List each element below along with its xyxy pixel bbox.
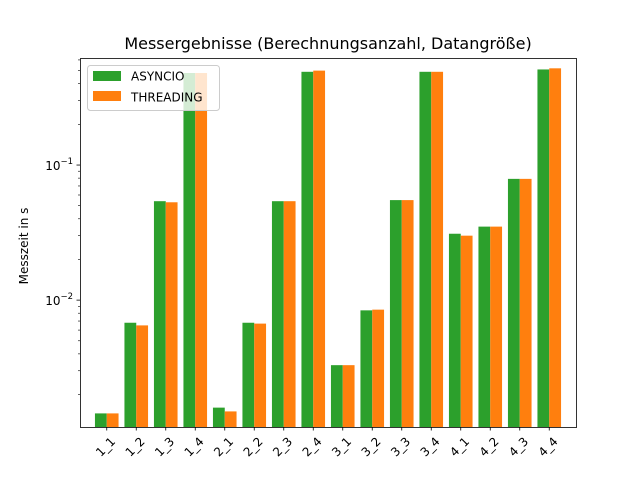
bar-asyncio-1_3	[153, 201, 166, 427]
y-tick-label: 10−2	[45, 292, 73, 308]
bar-asyncio-1_1	[94, 413, 107, 427]
bar-threading-4_1	[460, 235, 473, 427]
bar-threading-1_3	[165, 202, 178, 427]
bar-threading-3_3	[401, 200, 414, 427]
legend-swatch-asyncio	[93, 71, 121, 81]
bar-asyncio-4_4	[537, 69, 550, 428]
legend-label-asyncio: ASYNCIO	[131, 70, 185, 84]
bar-threading-2_2	[254, 323, 267, 427]
bar-threading-1_4	[195, 73, 208, 427]
bar-threading-4_4	[549, 68, 562, 427]
bar-asyncio-3_2	[360, 310, 373, 427]
legend-label-threading: THREADING	[130, 91, 203, 105]
bar-asyncio-2_4	[301, 71, 314, 428]
bar-threading-1_2	[136, 325, 149, 427]
legend: ASYNCIO THREADING	[87, 65, 220, 111]
legend-swatch-threading	[93, 91, 121, 101]
bar-asyncio-2_1	[212, 407, 225, 427]
bar-threading-2_3	[283, 201, 296, 427]
bar-asyncio-2_2	[242, 322, 255, 427]
bar-asyncio-4_3	[507, 178, 520, 427]
bar-threading-4_2	[490, 226, 503, 427]
bar-asyncio-2_3	[271, 201, 284, 427]
bar-threading-3_1	[342, 365, 355, 427]
bars-group	[94, 68, 562, 428]
bar-threading-4_3	[519, 178, 532, 427]
bar-threading-2_1	[224, 411, 237, 427]
bar-threading-2_4	[313, 70, 326, 428]
bar-threading-3_2	[372, 309, 385, 427]
chart-title: Messergebnisse (Berechnungsanzahl, Datan…	[124, 34, 531, 53]
bar-asyncio-3_1	[330, 365, 343, 427]
bar-asyncio-1_2	[124, 322, 137, 427]
y-axis-label: Messzeit in s	[17, 208, 31, 285]
bar-asyncio-3_3	[389, 200, 402, 427]
bar-asyncio-3_4	[419, 71, 432, 428]
bar-asyncio-4_1	[448, 233, 461, 427]
y-tick-label: 10−1	[45, 157, 73, 173]
bar-threading-1_1	[106, 413, 119, 427]
plot-frame	[80, 58, 577, 428]
bar-threading-3_4	[431, 71, 444, 428]
y-ticks: 10−2 10−1	[45, 59, 80, 395]
bar-asyncio-4_2	[478, 226, 491, 427]
bar-asyncio-1_4	[183, 73, 196, 427]
